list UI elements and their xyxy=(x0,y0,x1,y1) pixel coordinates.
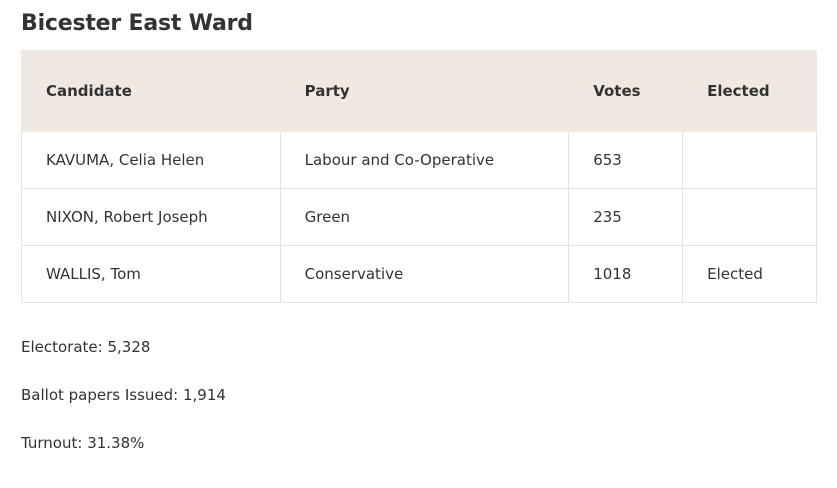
candidate-elected xyxy=(682,188,817,246)
candidate-name: WALLIS, Tom xyxy=(21,245,281,303)
candidate-votes: 1018 xyxy=(568,245,684,303)
candidate-name: NIXON, Robert Joseph xyxy=(21,188,281,246)
results-table: Candidate Party Votes Elected KAVUMA, Ce… xyxy=(21,50,817,303)
candidate-elected: Elected xyxy=(682,245,817,303)
electorate-text: Electorate: 5,328 xyxy=(21,338,151,356)
candidate-name: KAVUMA, Celia Helen xyxy=(21,131,281,189)
table-row: KAVUMA, Celia Helen Labour and Co-Operat… xyxy=(21,131,817,189)
ballot-papers-text: Ballot papers Issued: 1,914 xyxy=(21,386,226,404)
header-votes: Votes xyxy=(568,50,684,132)
table-header-row: Candidate Party Votes Elected xyxy=(21,50,817,132)
candidate-votes: 653 xyxy=(568,131,684,189)
table-row: NIXON, Robert Joseph Green 235 xyxy=(21,188,817,246)
candidate-party: Labour and Co-Operative xyxy=(279,131,570,189)
candidate-party: Green xyxy=(279,188,570,246)
page-title: Bicester East Ward xyxy=(21,11,253,36)
turnout-text: Turnout: 31.38% xyxy=(21,434,145,452)
candidate-elected xyxy=(682,131,817,189)
table-row: WALLIS, Tom Conservative 1018 Elected xyxy=(21,245,817,303)
header-candidate: Candidate xyxy=(21,50,281,132)
header-elected: Elected xyxy=(682,50,817,132)
header-party: Party xyxy=(279,50,570,132)
candidate-party: Conservative xyxy=(279,245,570,303)
candidate-votes: 235 xyxy=(568,188,684,246)
